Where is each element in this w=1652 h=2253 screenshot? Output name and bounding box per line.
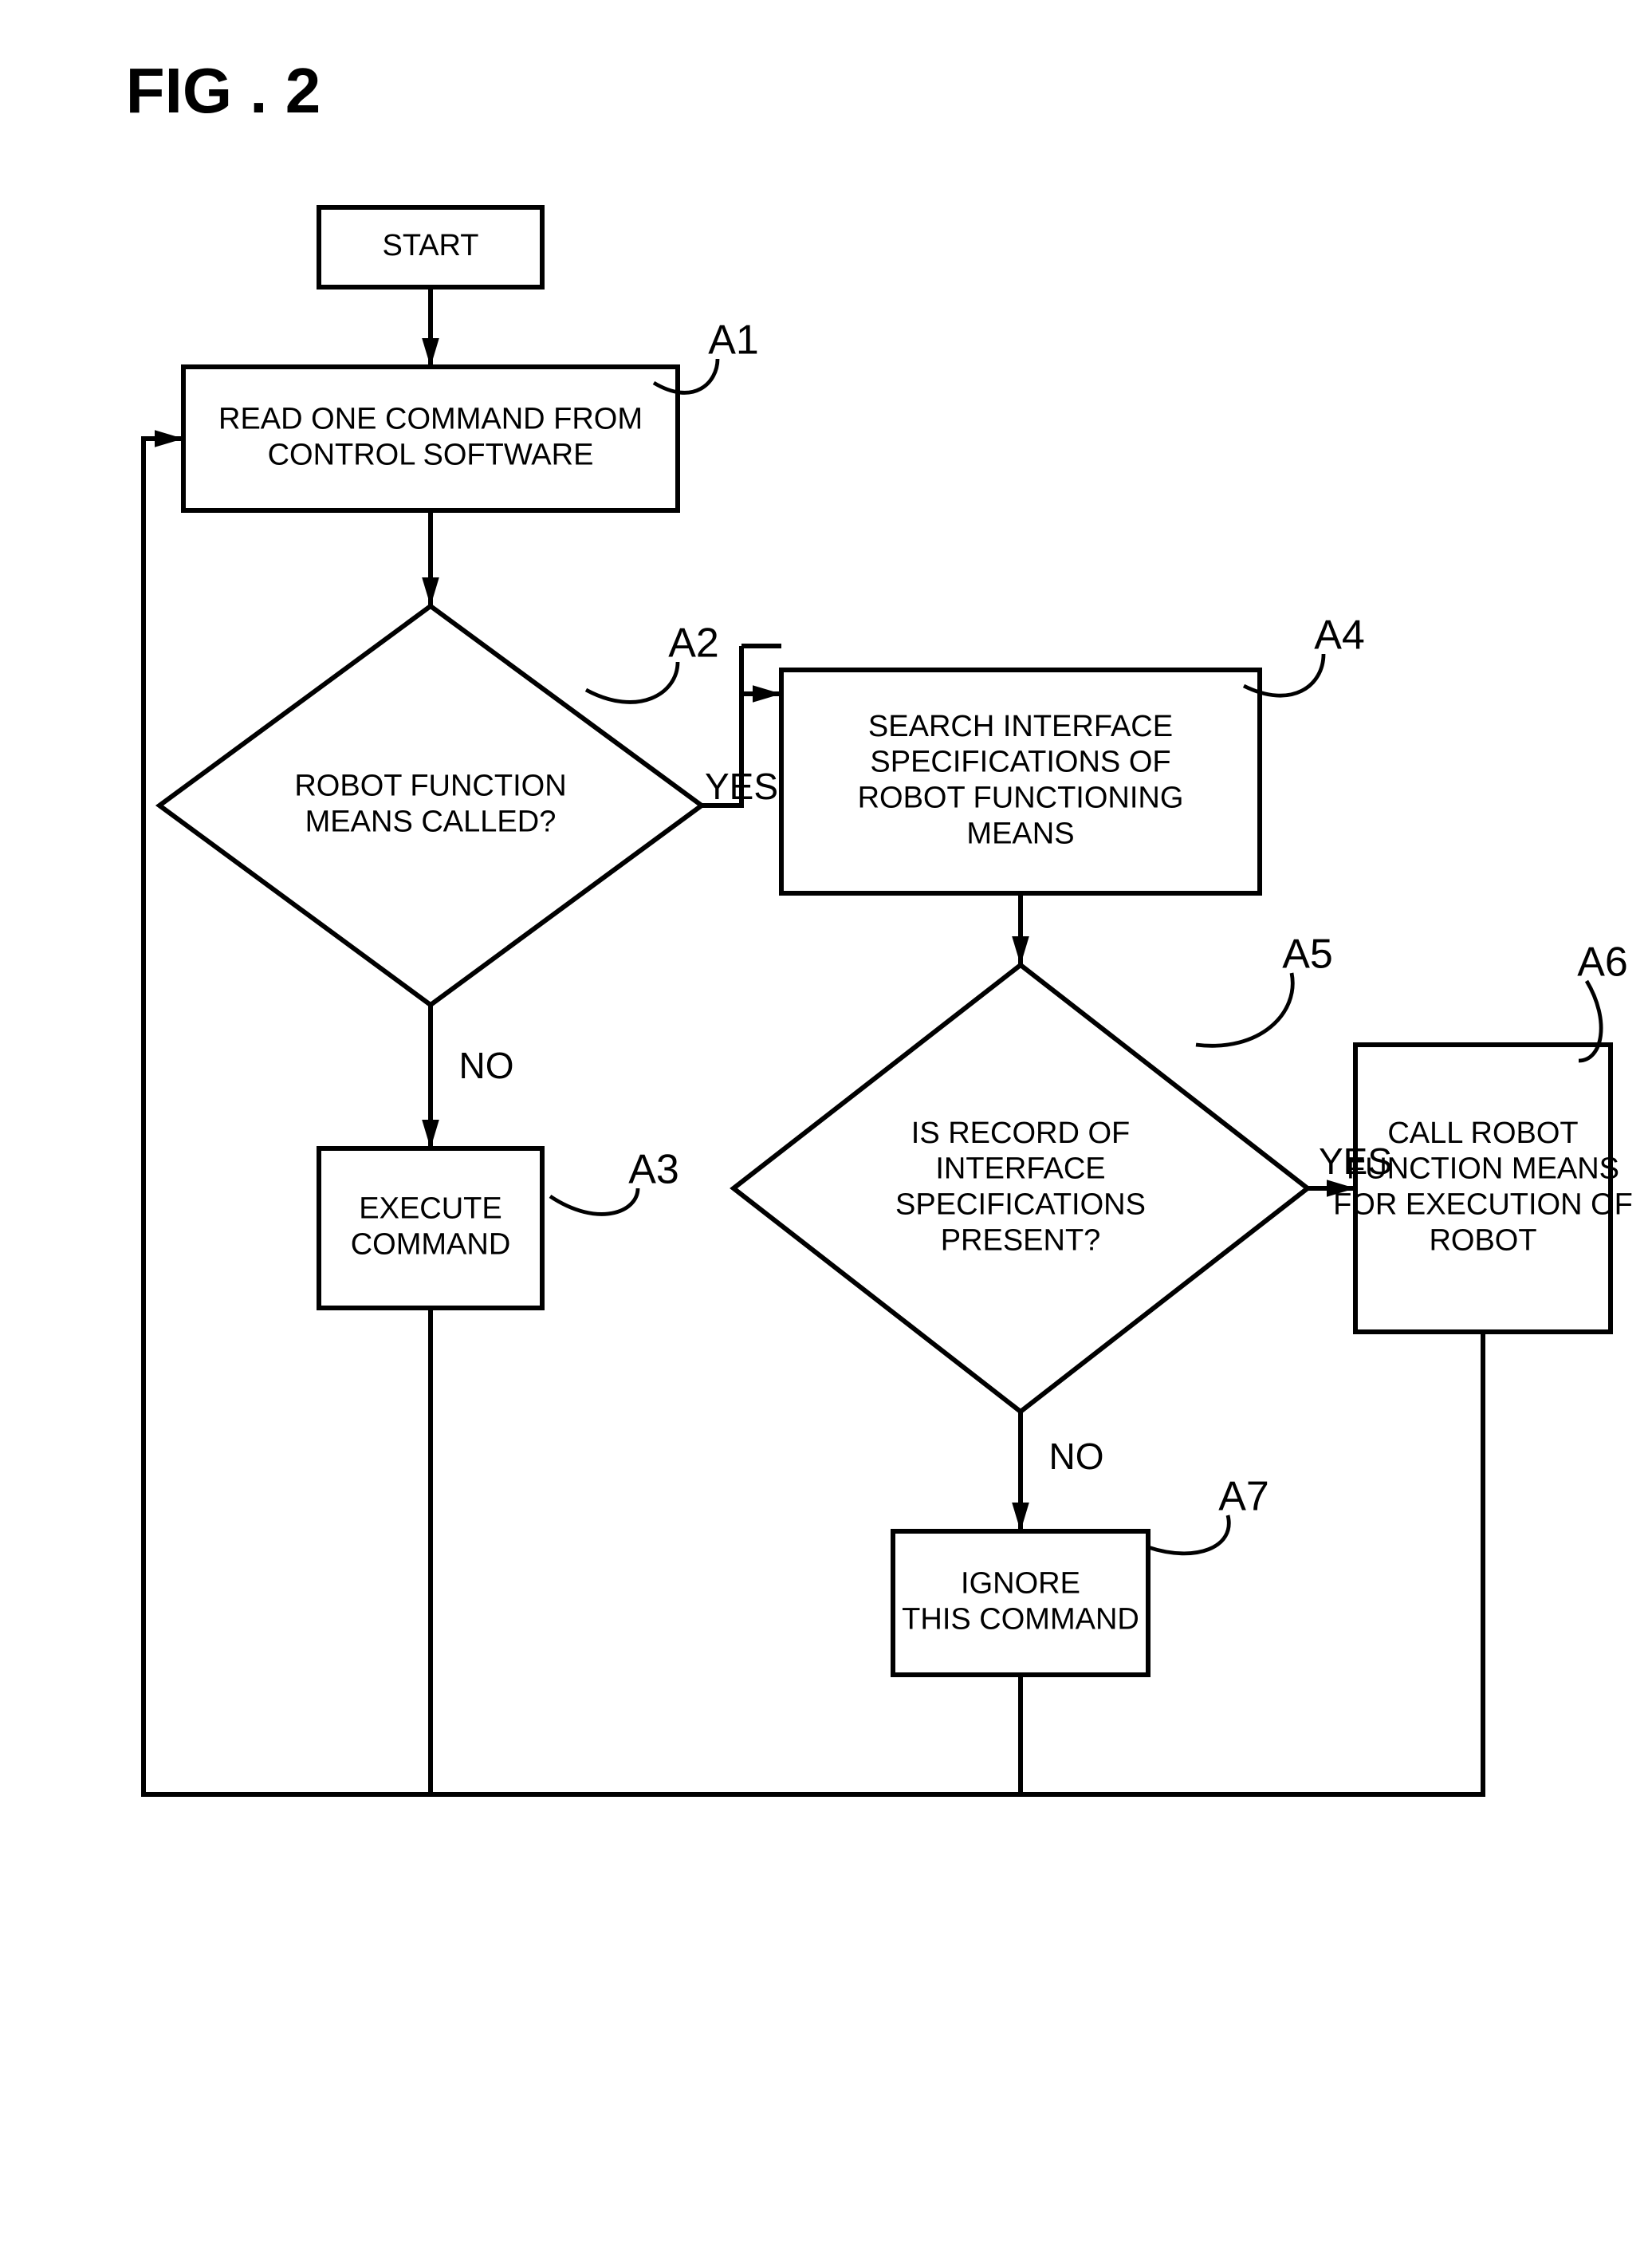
node-a2-label: ROBOT FUNCTION — [294, 770, 566, 803]
node-start-label: START — [382, 229, 478, 262]
arrowhead — [753, 685, 781, 703]
node-a4-label: SEARCH INTERFACE — [868, 710, 1173, 743]
callout-a3-leader — [550, 1188, 638, 1214]
callout-a5-leader — [1196, 973, 1292, 1046]
callout-a2: A2 — [668, 620, 719, 667]
node-a1-label: READ ONE COMMAND FROM — [218, 403, 643, 436]
node-a3-label: EXECUTE — [359, 1192, 502, 1226]
node-a4-label: ROBOT FUNCTIONING — [858, 781, 1184, 814]
node-a4-label: SPECIFICATIONS OF — [870, 746, 1170, 779]
node-a7-label: IGNORE — [961, 1567, 1080, 1601]
node-a5-label: SPECIFICATIONS — [895, 1188, 1146, 1221]
arrowhead — [155, 430, 183, 447]
callout-a2-leader — [586, 662, 678, 702]
node-a3-label: COMMAND — [351, 1227, 511, 1261]
node-a5-label: INTERFACE — [935, 1152, 1105, 1186]
arrowhead — [422, 338, 439, 367]
node-a1-label: CONTROL SOFTWARE — [268, 438, 594, 471]
edge-label-a2_no: NO — [459, 1045, 514, 1086]
callout-a7: A7 — [1218, 1474, 1269, 1520]
node-a7-label: THIS COMMAND — [902, 1602, 1139, 1636]
callout-a1: A1 — [708, 317, 759, 364]
node-a4-label: MEANS — [966, 817, 1074, 850]
figure-title: FIG . 2 — [126, 55, 321, 126]
node-a6-label: FOR EXECUTION OF — [1333, 1188, 1633, 1221]
node-a5-label: PRESENT? — [941, 1223, 1101, 1257]
edge — [431, 1675, 1021, 1794]
edge-label-a2_yes: YES — [705, 766, 778, 807]
callout-a3: A3 — [628, 1147, 679, 1193]
callout-a5: A5 — [1282, 932, 1333, 978]
arrowhead — [422, 577, 439, 606]
callout-a4: A4 — [1314, 612, 1365, 659]
callout-a6: A6 — [1577, 939, 1628, 986]
node-a2-label: MEANS CALLED? — [305, 805, 557, 838]
node-a5-label: IS RECORD OF — [911, 1117, 1130, 1150]
arrowhead — [1012, 936, 1029, 965]
node-a6-label: ROBOT — [1429, 1223, 1536, 1257]
arrowhead — [422, 1120, 439, 1148]
edge-label-a5_yes: YES — [1319, 1140, 1392, 1182]
edge-label-a5_no: NO — [1049, 1436, 1104, 1477]
arrowhead — [1012, 1503, 1029, 1531]
callout-a7-leader — [1148, 1515, 1229, 1554]
node-a6-label: CALL ROBOT — [1387, 1117, 1578, 1150]
